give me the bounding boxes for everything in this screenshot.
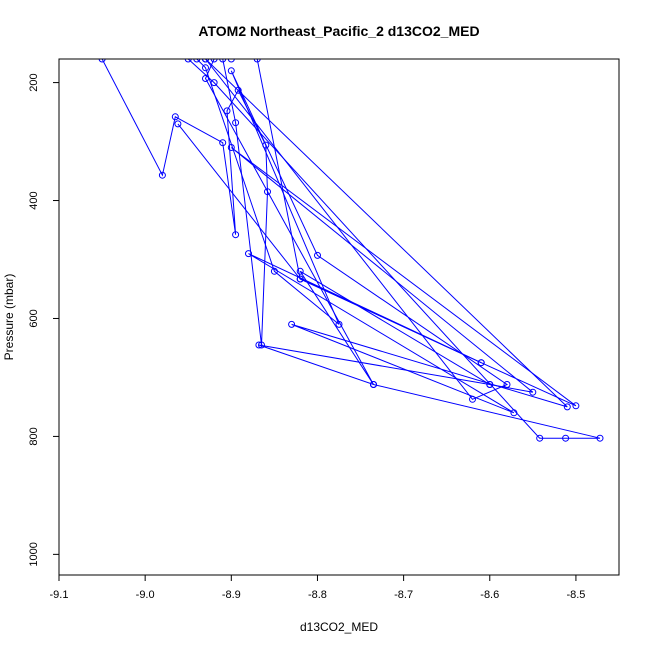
data-point [469, 395, 476, 403]
data-point [335, 320, 343, 328]
x-axis-label: d13CO2_MED [300, 620, 378, 634]
data-point [232, 231, 240, 239]
x-tick-label: -8.9 [222, 589, 241, 601]
x-tick-label: -9.0 [136, 589, 155, 601]
data-point [253, 59, 261, 63]
x-tick-label: -8.6 [480, 589, 499, 601]
data-point [98, 59, 106, 63]
y-axis-label: Pressure (mbar) [2, 274, 16, 361]
data-point [174, 120, 182, 128]
points-layer [98, 59, 604, 442]
series-line-5 [187, 59, 601, 439]
data-point [227, 67, 235, 75]
chart-title: ATOM2 Northeast_Pacific_2 d13CO2_MED [198, 23, 479, 39]
data-point [264, 188, 271, 196]
y-tick-label: 600 [28, 309, 40, 327]
data-point [171, 113, 179, 121]
data-point [202, 64, 209, 72]
data-point [529, 388, 537, 396]
x-tick-label: -8.5 [566, 589, 585, 601]
plot-area [98, 59, 604, 442]
data-point [314, 251, 321, 259]
data-point [227, 144, 235, 151]
data-point [219, 139, 227, 147]
data-point [562, 434, 570, 442]
data-point [202, 59, 209, 63]
data-point [232, 119, 240, 127]
data-point [223, 107, 231, 115]
x-tick-label: -8.7 [394, 589, 413, 601]
data-point [296, 267, 304, 275]
data-point [572, 402, 580, 410]
y-axis: 200 400 600 800 1000 [28, 73, 59, 567]
data-point [258, 341, 265, 349]
x-tick-label: -8.8 [308, 589, 327, 601]
series-line-1 [101, 59, 269, 346]
series-line-4 [205, 59, 568, 414]
data-point [227, 59, 235, 63]
data-point [296, 275, 304, 283]
series-layer [101, 59, 601, 439]
data-point [262, 141, 270, 149]
y-tick-label: 1000 [28, 542, 40, 566]
data-point [210, 59, 218, 63]
data-point [596, 434, 604, 442]
y-tick-label: 200 [28, 73, 40, 91]
plot-frame [58, 58, 620, 576]
data-point [288, 320, 296, 328]
data-point [219, 59, 227, 63]
data-point [536, 434, 544, 442]
y-tick-label: 400 [28, 191, 40, 209]
data-point [370, 381, 377, 388]
data-point [158, 171, 166, 179]
data-point [270, 267, 278, 275]
x-tick-label: -9.1 [50, 589, 69, 601]
data-point [563, 403, 571, 411]
data-point [193, 59, 201, 63]
data-point [202, 75, 209, 82]
data-point [510, 409, 518, 417]
data-point [503, 381, 511, 388]
data-point [184, 59, 192, 63]
y-tick-label: 800 [28, 427, 40, 445]
data-point [486, 381, 494, 388]
data-point [477, 359, 485, 367]
data-point [245, 250, 252, 258]
data-point [210, 79, 218, 87]
data-point [255, 341, 263, 349]
x-axis: -9.1 -9.0 -8.9 -8.8 -8.7 -8.6 -8.5 [50, 575, 585, 601]
data-point [234, 86, 242, 94]
